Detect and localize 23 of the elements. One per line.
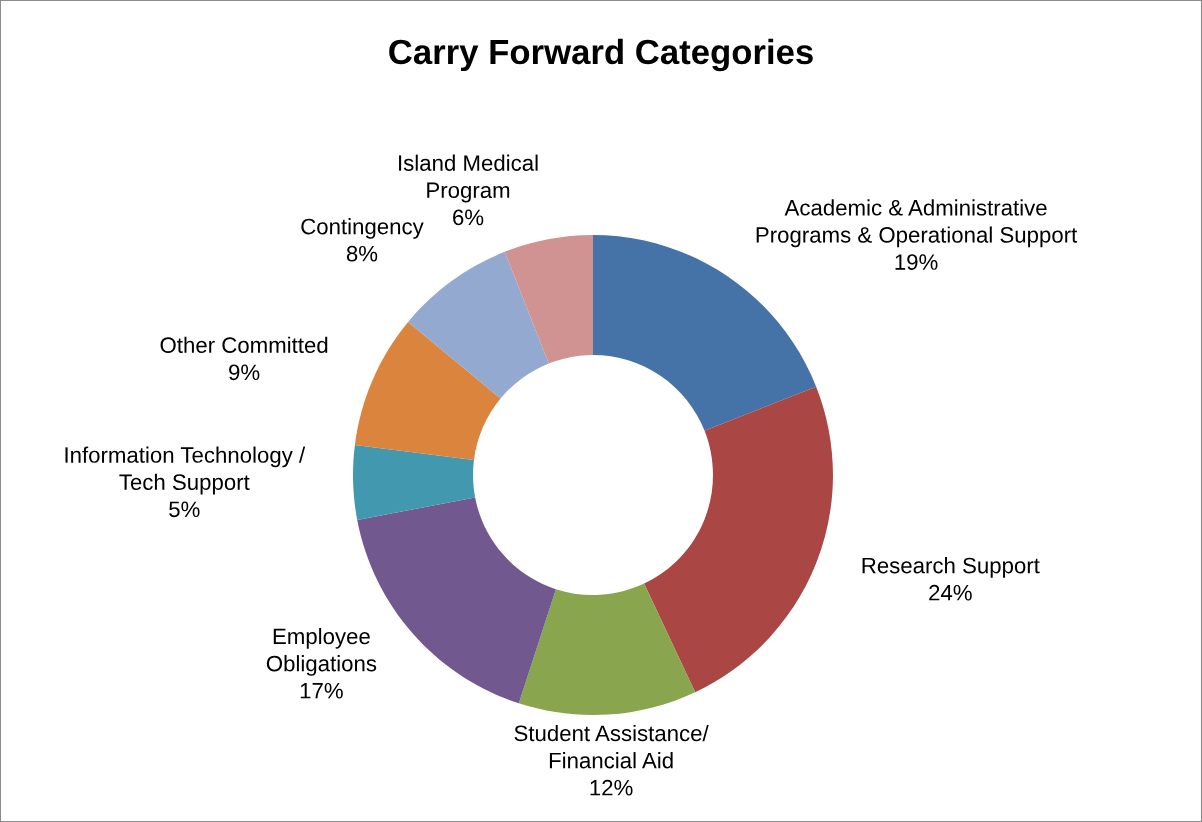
data-label: 5% [169, 501, 200, 518]
data-label: 9% [229, 364, 260, 381]
donut-slice [504, 235, 593, 364]
data-label: 19% [895, 254, 938, 270]
donut-slice [353, 444, 476, 520]
data-label: 17% [300, 682, 343, 699]
chart-title: Carry Forward Categories [389, 38, 813, 72]
slice-label: Contingency [301, 218, 424, 239]
data-label: 8% [346, 245, 378, 262]
data-label: 12% [590, 779, 633, 796]
donut-slice [644, 386, 833, 693]
slice-label: Other Committed [160, 336, 328, 354]
slice-label: Island Medical Program [399, 154, 538, 203]
slice-label: Information Technology / Tech Support [65, 446, 306, 495]
slice-label: Research Support [862, 557, 1040, 578]
donut-slice [408, 251, 549, 399]
slice-label: Employee Obligations [266, 627, 377, 676]
slice-label: Student Assistance/ Financial Aid [514, 724, 709, 769]
slice-label: Academic & Administrative Programs & Operational Support [756, 199, 1078, 248]
data-label: 24% [929, 584, 972, 601]
data-label: 6% [453, 209, 484, 226]
donut-slice [354, 322, 501, 460]
donut-slice [518, 583, 696, 715]
